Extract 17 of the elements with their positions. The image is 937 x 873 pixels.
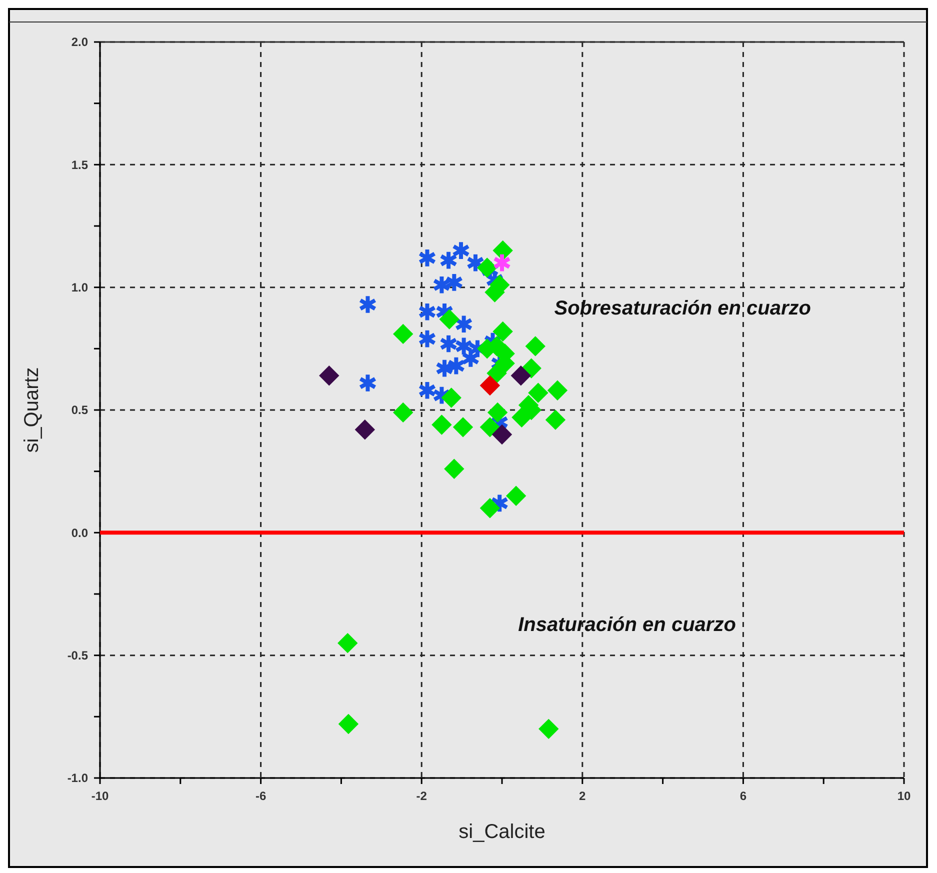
annotation: Insaturación en cuarzo <box>518 614 736 636</box>
x-tick-label: -6 <box>255 789 266 803</box>
y-tick-label: 0.5 <box>71 403 88 418</box>
x-tick-label: 6 <box>740 789 747 803</box>
x-tick-label: 10 <box>897 789 911 803</box>
x-tick-label: 2 <box>579 789 586 803</box>
y-tick-label: 0.0 <box>71 526 88 540</box>
y-tick-label: 1.0 <box>71 280 88 295</box>
x-axis-title: si_Calcite <box>458 821 546 843</box>
annotation: Sobresaturación en cuarzo <box>554 297 812 320</box>
x-tick-label: -2 <box>416 789 428 803</box>
x-tick-label: -10 <box>91 789 109 803</box>
y-tick-label: 2.0 <box>71 35 88 50</box>
y-axis-title: si_Quartz <box>21 367 43 453</box>
y-tick-label: -1.0 <box>67 771 88 786</box>
y-tick-label: -0.5 <box>67 648 88 663</box>
y-tick-label: 1.5 <box>71 158 88 172</box>
